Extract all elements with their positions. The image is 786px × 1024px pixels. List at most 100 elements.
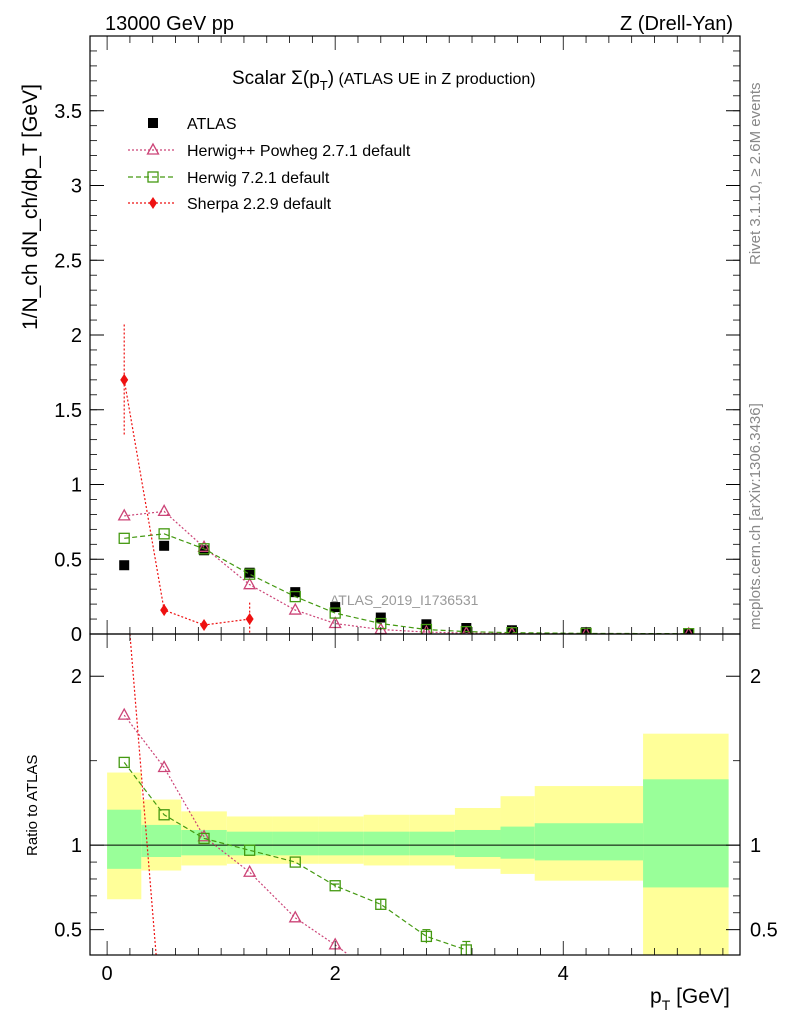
point-herwigpp: [684, 626, 693, 634]
ratio-ytick-label-right: 0.5: [750, 920, 778, 942]
band-inner: [409, 831, 455, 856]
ratio-point-herwig7: [289, 856, 301, 868]
ratio-frame: [89, 633, 741, 956]
point-herwig7: [329, 607, 341, 619]
main-ytick-label: 0: [71, 624, 82, 646]
ratio-point-herwig7: [243, 844, 256, 856]
main-ytick-label: 0.5: [54, 549, 82, 571]
ratio-ytick-label-left: 1: [71, 835, 82, 857]
point-sherpa: [120, 373, 129, 386]
point-herwig7: [289, 590, 301, 603]
header-left: 13000 GeV pp: [105, 13, 234, 35]
point-atlas: [199, 545, 210, 556]
ratio-point-herwig7: [375, 898, 387, 910]
point-atlas: [159, 540, 170, 551]
point-herwigpp: [288, 602, 302, 615]
band-inner: [363, 831, 410, 856]
point-herwig7: [118, 532, 130, 544]
band-inner: [318, 831, 364, 856]
ratio-ytick-label-right: 1: [750, 835, 761, 857]
band-inner: [272, 831, 319, 856]
ratio-ytick-label-left: 2: [71, 666, 82, 688]
band-inner: [643, 779, 729, 888]
legend-label-sherpa: Sherpa 2.2.9 default: [187, 196, 332, 213]
band-inner: [534, 823, 644, 861]
ratio-plot-area: [90, 634, 740, 955]
ratio-point-herwigpp: [243, 864, 257, 877]
legend-marker-herwigpp: [146, 142, 160, 155]
ratio-point-herwig7: [420, 930, 433, 943]
ratio-ylabel: Ratio to ATLAS: [24, 755, 41, 856]
band-inner: [107, 809, 142, 869]
xtick-label: 4: [558, 963, 569, 985]
xlabel-text: p: [650, 985, 662, 1008]
point-atlas: [683, 628, 694, 634]
ratio-ytick-label-right: 2: [750, 666, 761, 688]
legend-label-herwigpp: Herwig++ Powheg 2.7.1 default: [187, 143, 411, 160]
point-herwig7: [460, 625, 472, 634]
point-atlas: [244, 567, 255, 578]
point-sherpa: [245, 613, 254, 626]
legend-marker-atlas: [148, 118, 158, 128]
point-atlas: [506, 625, 517, 634]
point-atlas: [330, 602, 341, 613]
ratio-point-herwig7: [329, 880, 341, 892]
main-ytick-label: 2: [71, 325, 82, 347]
legend-label-herwig7: Herwig 7.2.1 default: [187, 170, 330, 187]
main-ytick-label: 3: [71, 176, 82, 198]
legend-marker-sherpa: [149, 197, 157, 209]
point-atlas: [119, 560, 130, 571]
main-title: Scalar Σ(pT) (ATLAS UE in Z production): [232, 68, 536, 93]
point-sherpa: [160, 604, 169, 617]
ratio-point-herwig7: [118, 756, 130, 769]
ratio-point-herwigpp: [197, 829, 211, 842]
ratio-ytick-label-left: 0.5: [54, 920, 82, 942]
ratio-point-herwigpp: [288, 910, 302, 923]
watermark: ATLAS_2019_I1736531: [330, 592, 479, 608]
main-title-text: Scalar Σ(p: [232, 68, 320, 89]
point-herwig7: [420, 623, 433, 634]
main-title-sub: T: [320, 78, 328, 93]
band-inner: [454, 829, 501, 858]
point-herwig7: [198, 543, 210, 555]
legend-marker-herwig7: [147, 171, 159, 183]
main-title-paren: ): [328, 68, 334, 89]
series-line-herwig7: [124, 533, 689, 634]
ratio-point-herwigpp: [117, 707, 131, 720]
point-herwigpp: [421, 624, 432, 634]
point-herwig7: [158, 528, 170, 540]
xtick-label: 2: [330, 963, 341, 985]
point-herwigpp: [197, 539, 211, 552]
point-herwigpp: [243, 577, 257, 590]
series-line-herwigpp: [124, 510, 689, 634]
main-ytick-label: 2.5: [54, 250, 82, 272]
main-title-rest: (ATLAS UE in Z production): [334, 71, 536, 88]
main-ytick-label: 1: [71, 475, 82, 497]
series-line-sherpa: [123, 379, 250, 626]
xtick-label: 0: [102, 963, 113, 985]
band-inner: [141, 824, 182, 858]
xlabel-sub: T: [662, 997, 671, 1013]
main-ytick-label: 1.5: [54, 400, 82, 422]
legend-label-atlas: ATLAS: [187, 116, 237, 133]
point-herwig7: [506, 627, 518, 634]
point-herwigpp: [117, 508, 131, 521]
ratio-line-sherpa: [129, 634, 157, 955]
header-right: Z (Drell-Yan): [620, 13, 733, 35]
legend: ATLAS Herwig++ Powheg 2.7.1 default Herw…: [128, 116, 411, 213]
xlabel-unit: [GeV]: [670, 985, 730, 1008]
band-inner: [500, 826, 535, 859]
ratio-point-herwig7: [198, 832, 210, 845]
point-herwigpp: [157, 504, 171, 517]
mcplots-label: mcplots.cern.ch [arXiv:1306.3436]: [747, 403, 764, 630]
ratio-point-herwigpp: [157, 760, 171, 773]
ratio-line-herwig7: [123, 762, 467, 951]
band-inner: [226, 831, 273, 856]
x-axis-label: pT [GeV]: [650, 985, 730, 1013]
main-ylabel: 1/N_ch dN_ch/dp_T [GeV]: [19, 84, 42, 330]
ratio-point-herwig7: [158, 809, 170, 821]
point-sherpa: [200, 619, 209, 632]
main-ytick-label: 3.5: [54, 101, 82, 123]
point-atlas: [375, 612, 386, 623]
